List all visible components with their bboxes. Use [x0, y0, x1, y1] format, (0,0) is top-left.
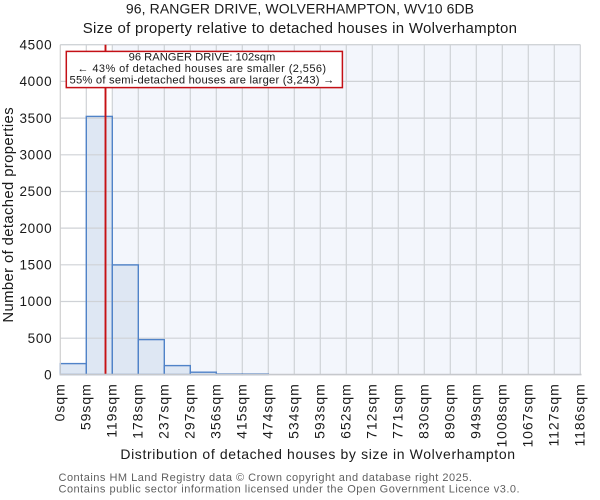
svg-text:1186sqm: 1186sqm	[571, 383, 587, 446]
svg-text:119sqm: 119sqm	[103, 383, 119, 437]
svg-text:Size of property relative to d: Size of property relative to detached ho…	[83, 20, 518, 37]
svg-text:178sqm: 178sqm	[129, 383, 145, 439]
svg-text:1067sqm: 1067sqm	[519, 383, 535, 447]
svg-text:Distribution of detached house: Distribution of detached houses by size …	[120, 446, 515, 462]
svg-text:534sqm: 534sqm	[285, 383, 301, 439]
svg-text:652sqm: 652sqm	[337, 383, 353, 439]
svg-text:1500: 1500	[19, 258, 52, 273]
svg-text:2500: 2500	[19, 184, 52, 199]
svg-text:593sqm: 593sqm	[311, 383, 327, 439]
svg-text:415sqm: 415sqm	[233, 383, 249, 439]
svg-text:4000: 4000	[19, 74, 52, 89]
svg-text:1008sqm: 1008sqm	[493, 383, 509, 447]
svg-text:Contains HM Land Registry data: Contains HM Land Registry data © Crown c…	[59, 472, 473, 484]
svg-text:0sqm: 0sqm	[51, 383, 67, 421]
svg-text:3500: 3500	[19, 111, 52, 126]
svg-text:59sqm: 59sqm	[77, 383, 93, 430]
svg-text:297sqm: 297sqm	[181, 383, 197, 439]
svg-text:356sqm: 356sqm	[207, 383, 223, 439]
svg-text:474sqm: 474sqm	[259, 383, 275, 439]
svg-text:712sqm: 712sqm	[363, 383, 379, 439]
svg-text:890sqm: 890sqm	[441, 383, 457, 439]
svg-text:771sqm: 771sqm	[389, 383, 405, 439]
svg-text:4500: 4500	[19, 37, 52, 52]
svg-text:96 RANGER DRIVE: 102sqm: 96 RANGER DRIVE: 102sqm	[129, 52, 276, 64]
svg-text:500: 500	[28, 331, 53, 346]
svg-text:Number of detached properties: Number of detached properties	[1, 107, 17, 323]
svg-text:3000: 3000	[19, 148, 52, 163]
svg-text:1127sqm: 1127sqm	[545, 383, 561, 446]
svg-text:← 43% of detached houses are s: ← 43% of detached houses are smaller (2,…	[78, 63, 327, 75]
svg-text:1000: 1000	[19, 294, 52, 309]
svg-text:830sqm: 830sqm	[415, 383, 431, 439]
svg-text:55% of semi-detached houses ar: 55% of semi-detached houses are larger (…	[70, 74, 335, 86]
svg-text:Contains public sector informa: Contains public sector information licen…	[59, 483, 521, 495]
svg-text:0: 0	[44, 368, 52, 383]
svg-text:2000: 2000	[19, 221, 52, 236]
svg-text:237sqm: 237sqm	[155, 383, 171, 439]
svg-text:949sqm: 949sqm	[467, 383, 483, 439]
svg-text:96, RANGER DRIVE, WOLVERHAMPTO: 96, RANGER DRIVE, WOLVERHAMPTON, WV10 6D…	[126, 1, 474, 17]
